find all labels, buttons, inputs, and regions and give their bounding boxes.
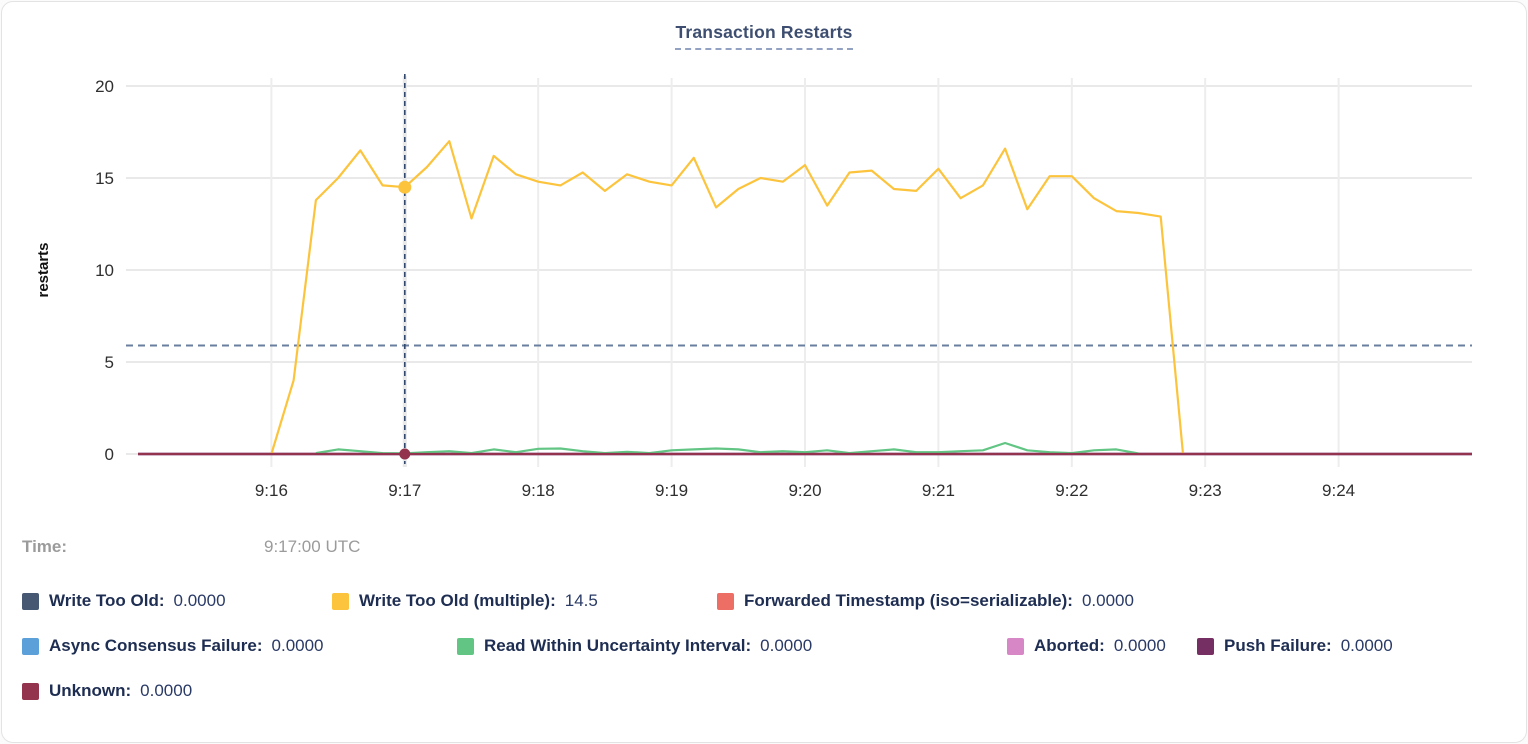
legend-row: Write Too Old: 0.0000 Write Too Old (multi…	[22, 591, 1526, 611]
legend-label: Push Failure:	[1224, 636, 1332, 655]
x-tick-label: 9:17	[388, 481, 421, 500]
legend-item-write-too-old-multiple: Write Too Old (multiple): 14.5	[332, 591, 717, 611]
legend-swatch-read-within-uncertainty-interval	[457, 637, 474, 655]
x-tick-label: 9:24	[1322, 481, 1355, 500]
legend-label: Async Consensus Failure:	[49, 636, 263, 655]
legend-label: Forwarded Timestamp (iso=serializable):	[744, 591, 1073, 610]
legend-value: 0.0000	[1113, 636, 1166, 655]
hover-time-value: 9:17:00 UTC	[264, 537, 361, 556]
chart-plot-area[interactable]: 0 5 10 15 20 9:16 9:17 9:18 9:19 9:20 9:21 9:22 9:23…	[2, 58, 1527, 513]
legend-value: 0.0000	[271, 636, 324, 655]
hover-time-label: Time:	[22, 537, 68, 556]
series-line-write-too-old-multiple	[270, 140, 1185, 455]
legend-value: 0.0000	[173, 591, 226, 610]
legend-swatch-forwarded-timestamp-iso-serializable	[717, 592, 734, 610]
chart-legend: Write Too Old: 0.0000 Write Too Old (multi…	[22, 591, 1526, 701]
legend-label: Write Too Old (multiple):	[359, 591, 556, 610]
x-tick-label: 9:22	[1055, 481, 1088, 500]
legend-swatch-aborted	[1007, 637, 1024, 655]
legend-label: Unknown:	[49, 681, 132, 700]
legend-swatch-async-consensus-failure	[22, 637, 39, 655]
y-tick-label: 0	[105, 445, 114, 464]
x-tick-label: 9:23	[1189, 481, 1222, 500]
y-tick-label: 10	[95, 261, 114, 280]
legend-item-forwarded-timestamp-iso-serializable: Forwarded Timestamp (iso=serializable): 0…	[717, 591, 1134, 611]
legend-label: Aborted:	[1034, 636, 1105, 655]
legend-label: Write Too Old:	[49, 591, 165, 610]
x-tick-label: 9:20	[788, 481, 821, 500]
legend-value: 0.0000	[1340, 636, 1393, 655]
legend-row: Async Consensus Failure: 0.0000 Read Withi…	[22, 636, 1526, 656]
hover-point-write-too-old-multiple-	[398, 180, 412, 194]
legend-item-unknown: Unknown: 0.0000	[22, 681, 192, 701]
chart-header: Transaction Restarts	[2, 22, 1526, 58]
legend-value: 0.0000	[1081, 591, 1134, 610]
y-tick-label: 5	[105, 353, 114, 372]
legend-item-read-within-uncertainty-interval: Read Within Uncertainty Interval: 0.0000	[457, 636, 1007, 656]
y-axis-label: restarts	[35, 242, 52, 297]
legend-item-aborted: Aborted: 0.0000	[1007, 636, 1197, 656]
legend-swatch-write-too-old-multiple	[332, 592, 349, 610]
series-line-read-within-uncertainty-interval	[315, 441, 1139, 455]
x-tick-label: 9:16	[255, 481, 288, 500]
legend-value: 14.5	[564, 591, 598, 610]
hover-point-unknown	[399, 448, 411, 460]
legend-swatch-unknown	[22, 682, 39, 700]
x-tick-label: 9:19	[655, 481, 688, 500]
legend-swatch-push-failure	[1197, 637, 1214, 655]
legend-row: Unknown: 0.0000	[22, 681, 1526, 701]
legend-swatch-write-too-old	[22, 592, 39, 610]
legend-item-write-too-old: Write Too Old: 0.0000	[22, 591, 332, 611]
y-tick-label: 15	[95, 169, 114, 188]
legend-item-push-failure: Push Failure: 0.0000	[1197, 636, 1393, 656]
legend-value: 0.0000	[140, 681, 193, 700]
legend-item-async-consensus-failure: Async Consensus Failure: 0.0000	[22, 636, 457, 656]
hover-time-row: Time: 9:17:00 UTC	[22, 537, 1526, 557]
chart-title[interactable]: Transaction Restarts	[675, 22, 853, 50]
x-tick-label: 9:18	[522, 481, 555, 500]
legend-label: Read Within Uncertainty Interval:	[484, 636, 752, 655]
x-tick-label: 9:21	[922, 481, 955, 500]
y-tick-label: 20	[95, 77, 114, 96]
legend-value: 0.0000	[760, 636, 813, 655]
